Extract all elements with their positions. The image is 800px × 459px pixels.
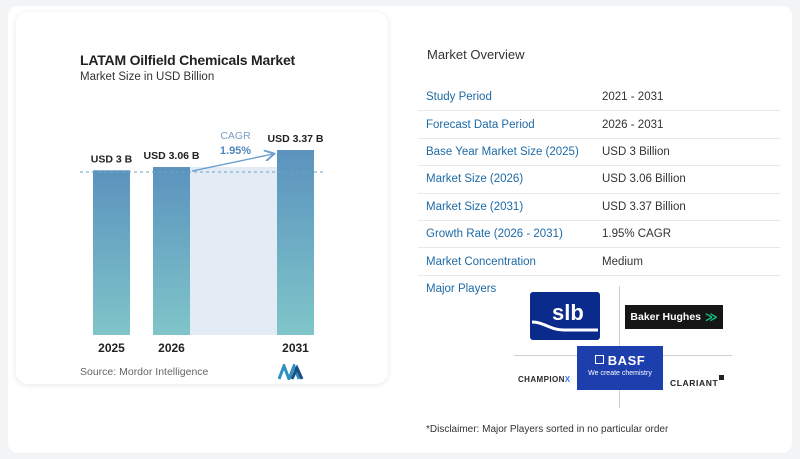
overview-row-label: Market Size (2031) xyxy=(418,193,594,221)
forecast-band xyxy=(190,167,277,335)
basf-name: BASF xyxy=(607,353,646,368)
overview-row-label: Base Year Market Size (2025) xyxy=(418,138,594,167)
overview-row: Study Period 2021 - 2031 xyxy=(418,84,780,112)
bar-2025 xyxy=(93,170,130,335)
clariant-name: CLARIANT xyxy=(670,378,719,388)
championx-logo-icon: CHAMPIONX xyxy=(518,375,571,384)
bar-2026 xyxy=(153,167,190,335)
basf-square-icon xyxy=(594,355,604,364)
overview-row: Forecast Data Period 2026 - 2031 xyxy=(418,110,780,139)
overview-row: Base Year Market Size (2025) USD 3 Billio… xyxy=(418,138,780,167)
overview-row-value: 1.95% CAGR xyxy=(594,220,780,249)
data-label-2025: USD 3 B xyxy=(91,153,133,165)
overview-row: Market Concentration Medium xyxy=(418,247,780,276)
baker-hughes-name: Baker Hughes xyxy=(630,311,702,323)
overview-row-label: Growth Rate (2026 - 2031) xyxy=(418,220,594,249)
market-size-chart: USD 3 B USD 3.06 B USD 3.37 B 2025 2026 2031 C… xyxy=(80,130,326,355)
cagr-arrow xyxy=(191,154,273,172)
chart-title: LATAM Oilfield Chemicals Market xyxy=(80,52,295,68)
cagr-value: 1.95% xyxy=(220,145,251,157)
overview-row-value: 2021 - 2031 xyxy=(594,84,780,112)
overview-row-label: Study Period xyxy=(418,84,594,112)
championx-x: X xyxy=(564,375,571,384)
overview-row-value: USD 3 Billion xyxy=(594,138,780,167)
chart-source: Source: Mordor Intelligence xyxy=(80,366,209,378)
basf-logo-icon: BASF We create chemistry xyxy=(577,346,663,390)
chart-subtitle: Market Size in USD Billion xyxy=(80,71,215,83)
x-tick-2025: 2025 xyxy=(98,341,125,355)
bar-2031 xyxy=(277,150,314,335)
x-tick-2026: 2026 xyxy=(158,341,185,355)
overview-row: Market Size (2031) USD 3.37 Billion xyxy=(418,193,780,221)
slb-logo-icon: slb xyxy=(530,292,600,340)
mordor-intelligence-logo-icon xyxy=(278,364,304,380)
basf-tagline: We create chemistry xyxy=(588,370,652,377)
market-overview-table: Study Period 2021 - 2031 Forecast Data Per… xyxy=(418,84,780,276)
data-label-2026: USD 3.06 B xyxy=(143,150,199,162)
overview-row-label: Market Size (2026) xyxy=(418,165,594,194)
overview-row: Growth Rate (2026 - 2031) 1.95% CAGR xyxy=(418,220,780,249)
major-players-label: Major Players xyxy=(426,283,497,295)
x-tick-2031: 2031 xyxy=(282,341,309,355)
overview-row-value: Medium xyxy=(594,247,780,276)
overview-row-value: USD 3.37 Billion xyxy=(594,193,780,221)
market-overview-title: Market Overview xyxy=(427,47,525,62)
clariant-logo-icon: CLARIANT xyxy=(670,375,725,388)
baker-hughes-mark-icon: ≫ xyxy=(705,310,718,324)
baker-hughes-logo-icon: Baker Hughes ≫ xyxy=(625,305,723,329)
overview-row-value: USD 3.06 Billion xyxy=(594,165,780,194)
cagr-label: CAGR xyxy=(220,130,251,142)
major-players-logos: slb Baker Hughes ≫ BASF We create chemis… xyxy=(508,286,738,414)
data-label-2031: USD 3.37 B xyxy=(267,133,323,145)
championx-name: CHAMPION xyxy=(518,375,565,384)
svg-text:slb: slb xyxy=(552,300,584,325)
overview-row-label: Market Concentration xyxy=(418,247,594,276)
overview-row-value: 2026 - 2031 xyxy=(594,110,780,139)
clariant-square-icon xyxy=(719,375,725,380)
overview-row: Market Size (2026) USD 3.06 Billion xyxy=(418,165,780,194)
disclaimer: *Disclaimer: Major Players sorted in no … xyxy=(426,424,669,435)
overview-row-label: Forecast Data Period xyxy=(418,110,594,139)
